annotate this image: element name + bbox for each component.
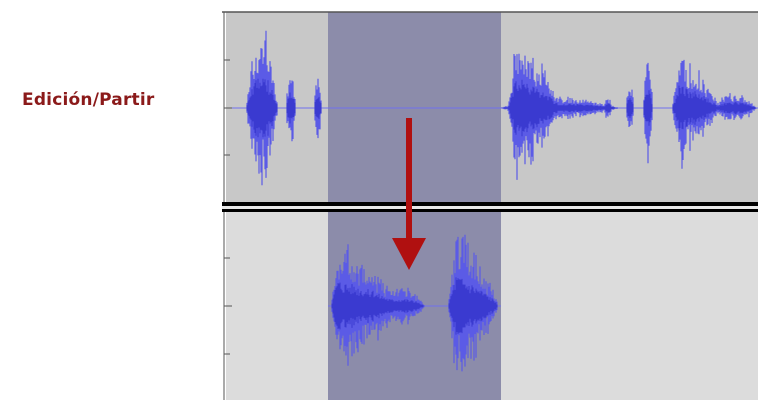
split-down-arrow-icon xyxy=(392,118,426,270)
top-track-ticks xyxy=(224,59,232,156)
top-track-selection[interactable] xyxy=(328,12,501,202)
track-separator xyxy=(222,202,758,212)
bottom-track-waveform xyxy=(331,234,498,372)
bottom-track[interactable] xyxy=(224,212,758,400)
edit-split-label: Edición/Partir xyxy=(22,90,155,110)
bottom-track-ticks xyxy=(224,257,232,355)
top-track[interactable] xyxy=(222,11,758,202)
top-track-waveform xyxy=(246,30,757,186)
